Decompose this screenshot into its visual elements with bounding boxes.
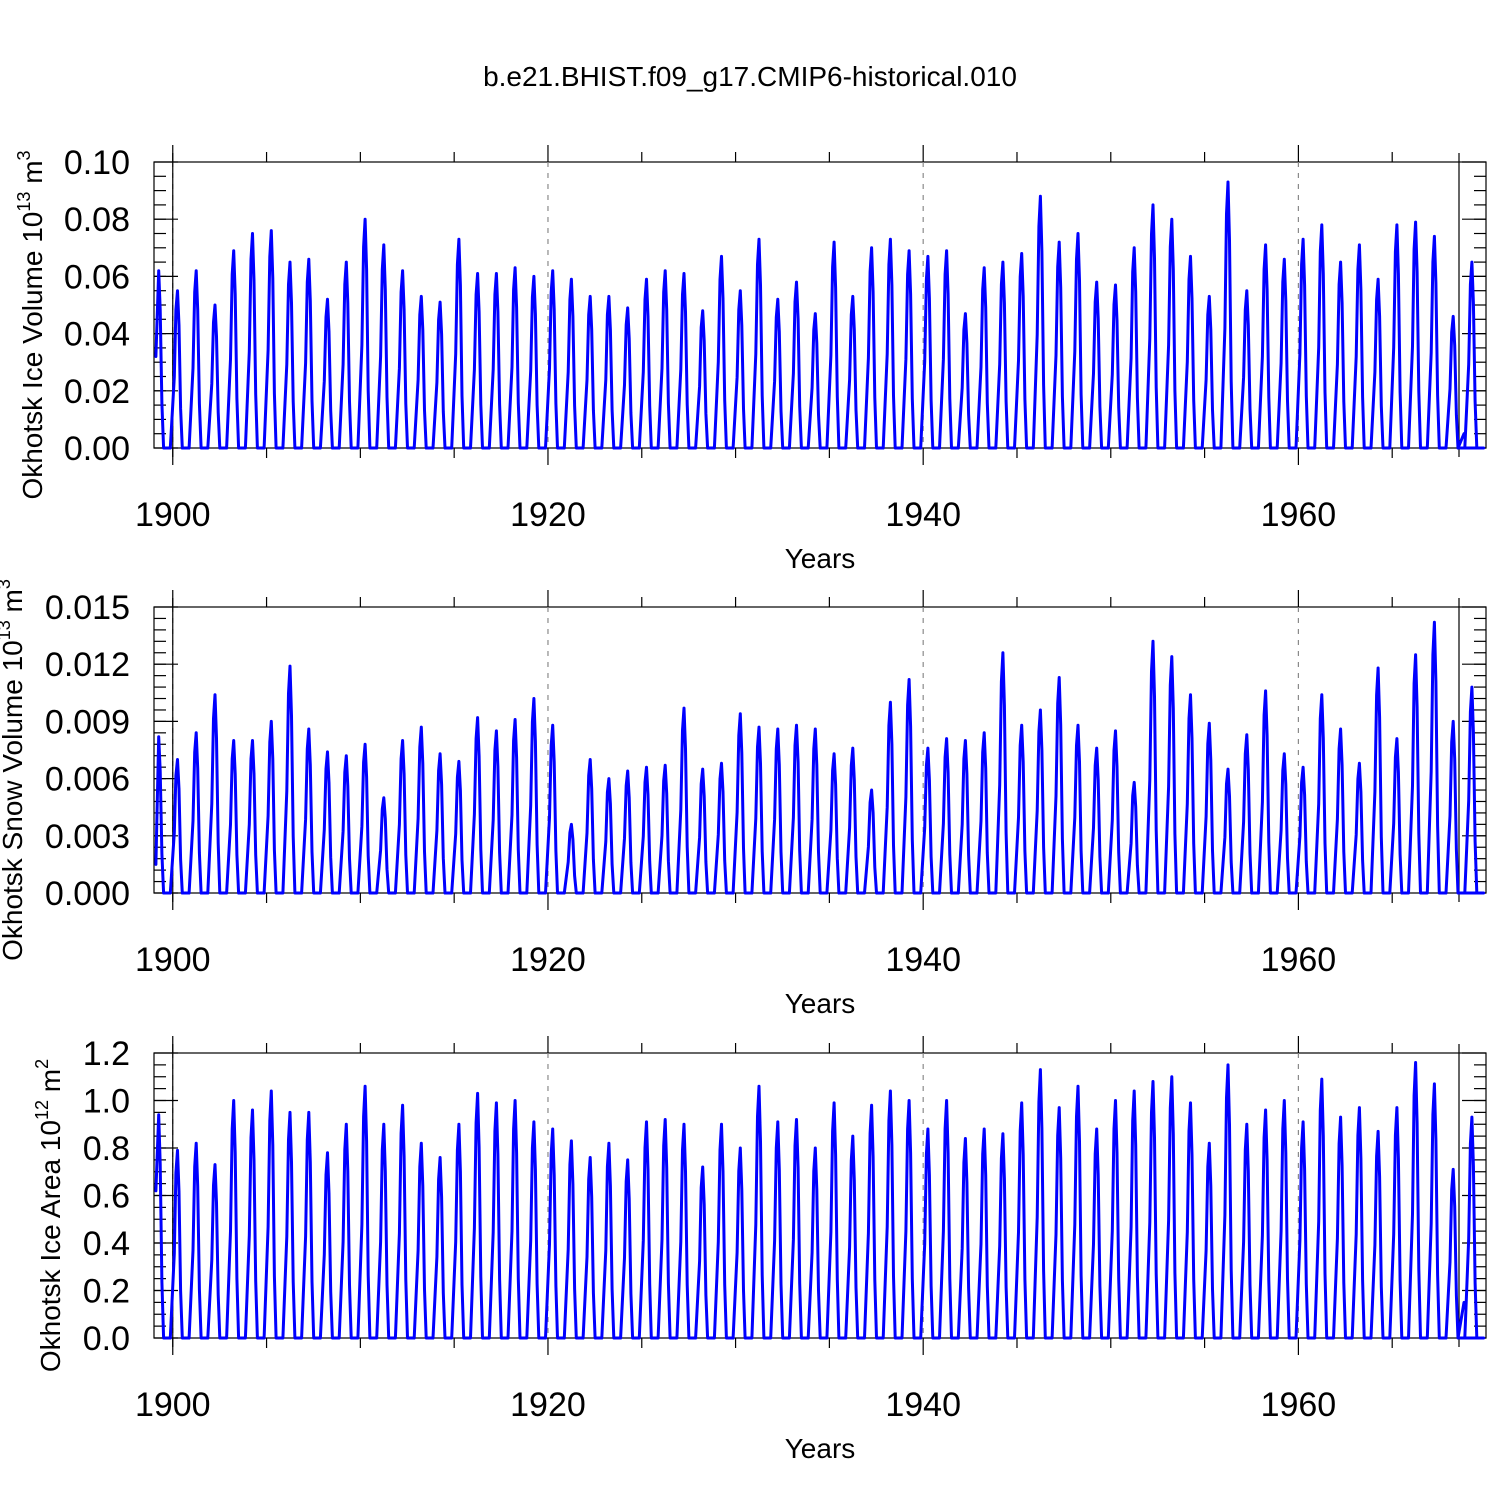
y-axis-title-main: Okhotsk Ice Area 10	[35, 1120, 66, 1372]
y-tick-label: 0.6	[83, 1178, 130, 1216]
y-axis-title: Okhotsk Ice Area 1012 m2	[32, 1059, 66, 1372]
panel-ice-volume: 1900 1920 1940 1960 0.00 0.02 0.04 0.06 0.08 0.10…	[14, 144, 1487, 574]
y-axis-title-unit-exponent: 3	[0, 579, 14, 589]
x-tick-label: 1900	[135, 496, 211, 534]
y-tick-label: 0.02	[64, 373, 130, 411]
x-tick-label: 1960	[1261, 496, 1337, 534]
y-axis-title: Okhotsk Snow Volume 1013 m3	[0, 579, 28, 961]
y-axis-title-exponent: 12	[32, 1100, 52, 1120]
y-tick-label: 0.000	[45, 875, 130, 913]
y-axis-title-main: Okhotsk Snow Volume 10	[0, 640, 28, 961]
y-axis-title-unit: m	[35, 1069, 66, 1100]
x-tick-label: 1900	[135, 1386, 211, 1424]
series-line-ice-area	[154, 1061, 1486, 1340]
x-tick-label: 1940	[885, 941, 961, 979]
x-tick-label: 1960	[1261, 1386, 1337, 1424]
panels: 1900 1920 1940 19600.000.020.040.060.080.10…	[0, 144, 1487, 1464]
y-tick-label: 1.2	[83, 1035, 130, 1073]
x-axis-title: Years	[785, 543, 856, 574]
y-tick-label: 0.00	[64, 430, 130, 468]
panel-ice-area: 1900 1920 1940 1960 0.0 0.2 0.4 0.6 0.8 1.0 1.2 Yea…	[32, 1035, 1487, 1464]
y-tick-label: 0.015	[45, 589, 130, 627]
y-axis-title-unit: m	[17, 160, 48, 191]
y-tick-label: 1.0	[83, 1083, 130, 1121]
y-tick-label: 0.08	[64, 201, 130, 239]
x-tick-label: 1940	[885, 1386, 961, 1424]
panel-snow-volume: 1900 1920 1940 1960 0.000 0.003 0.006 0.009 0.01…	[0, 579, 1487, 1019]
y-axis-title: Okhotsk Ice Volume 1013 m3	[14, 150, 48, 499]
x-tick-label: 1920	[510, 1386, 586, 1424]
x-axis-title: Years	[785, 988, 856, 1019]
figure-title: b.e21.BHIST.f09_g17.CMIP6-historical.010	[483, 61, 1017, 92]
y-tick-label: 0.003	[45, 818, 130, 856]
y-tick-label: 0.4	[83, 1225, 130, 1263]
y-tick-label: 0.2	[83, 1273, 130, 1311]
y-tick-label: 0.0	[83, 1320, 130, 1358]
x-tick-label: 1900	[135, 941, 211, 979]
x-axis-title: Years	[785, 1433, 856, 1464]
y-tick-label: 0.8	[83, 1130, 130, 1168]
y-tick-label: 0.04	[64, 316, 130, 354]
x-tick-label: 1960	[1261, 941, 1337, 979]
series-line-snow-volume	[154, 620, 1486, 895]
y-axis-title-exponent: 13	[14, 192, 34, 212]
series-line-ice-volume	[154, 180, 1486, 450]
y-axis-title-main: Okhotsk Ice Volume 10	[17, 212, 48, 500]
y-axis-title-exponent: 13	[0, 620, 14, 640]
y-axis-title-unit-exponent: 3	[14, 150, 34, 160]
y-axis-title-unit: m	[0, 589, 28, 620]
y-tick-label: 0.10	[64, 144, 130, 182]
x-tick-label: 1920	[510, 941, 586, 979]
y-tick-label: 0.012	[45, 646, 130, 684]
y-tick-label: 0.006	[45, 761, 130, 799]
y-axis-title-unit-exponent: 2	[32, 1059, 52, 1069]
y-tick-label: 0.009	[45, 703, 130, 741]
y-tick-label: 0.06	[64, 258, 130, 296]
x-tick-label: 1920	[510, 496, 586, 534]
x-tick-label: 1940	[885, 496, 961, 534]
